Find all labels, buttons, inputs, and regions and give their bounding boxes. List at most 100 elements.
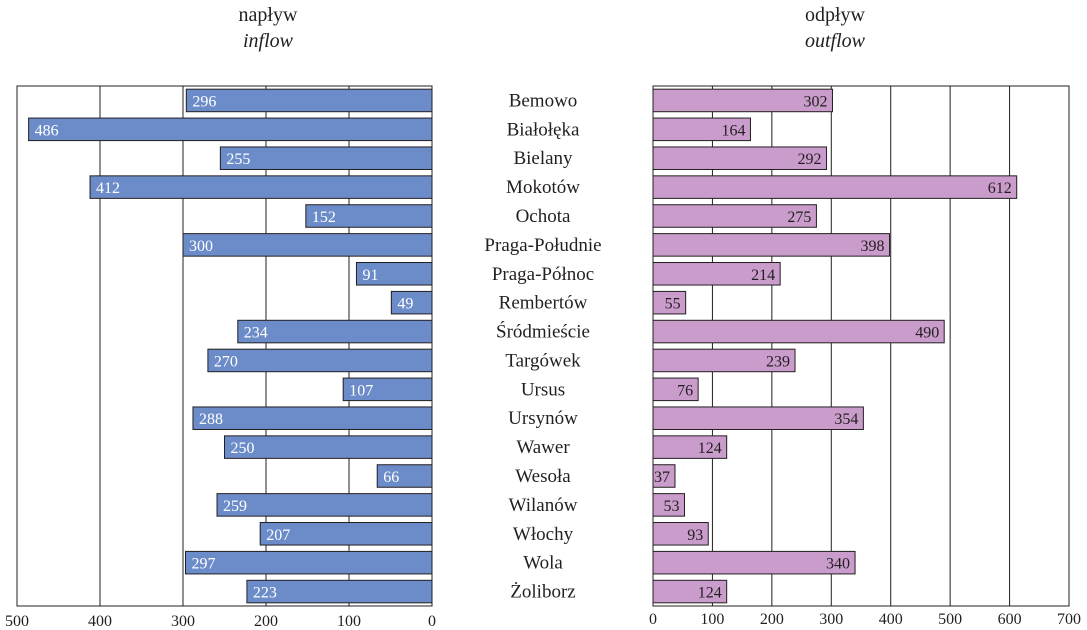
inflow-bar-ochota — [305, 204, 433, 228]
inflow-plot-frame — [16, 85, 433, 607]
inflow-value-label: 259 — [223, 498, 247, 515]
outflow-value-label: 93 — [687, 527, 703, 544]
inflow-value-label: 152 — [312, 209, 336, 226]
outflow-bar-wawer — [652, 435, 728, 459]
outflow-value-label: 490 — [915, 325, 939, 342]
inflow-value-label: 207 — [266, 527, 290, 544]
outflow-bar-rembertow — [652, 290, 687, 315]
district-label-ursynow: Ursynów — [508, 408, 578, 429]
outflow-value-label: 76 — [677, 382, 693, 399]
inflow-value-label: 49 — [397, 296, 413, 313]
district-label-wilanow: Wilanów — [509, 495, 578, 516]
inflow-value-label: 270 — [214, 353, 238, 370]
outflow-bar-ochota — [652, 204, 817, 228]
outflow-value-label: 214 — [751, 267, 775, 284]
inflow-value-label: 412 — [96, 180, 120, 197]
outflow-value-label: 292 — [798, 151, 822, 168]
outflow-value-label: 124 — [698, 585, 722, 602]
inflow-bar-zoliborz — [246, 579, 433, 604]
district-label-bemowo: Bemowo — [509, 90, 578, 111]
inflow-value-label: 250 — [231, 440, 255, 457]
district-label-wlochy: Włochy — [513, 524, 574, 545]
outflow-bar-bialoleka — [652, 117, 751, 142]
inflow-bar-ursynow — [192, 406, 433, 430]
district-labels: Bemowo Białołęka Bielany Mokotów Ochota Praga… — [484, 90, 601, 602]
inflow-bar-wilanow — [216, 493, 433, 517]
district-label-wola: Wola — [523, 553, 563, 574]
inflow-tick-label: 500 — [5, 613, 29, 630]
inflow-bar-bialoleka — [28, 117, 433, 142]
district-label-rembertow: Rembertów — [499, 293, 588, 314]
outflow-tick-label: 100 — [700, 611, 724, 628]
district-label-srodmiescie: Śródmieście — [496, 321, 590, 343]
inflow-tick-label: 400 — [88, 613, 112, 630]
inflow-tick-label: 0 — [428, 613, 436, 630]
inflow-bar-srodmiescie — [237, 319, 433, 344]
inflow-tick-label: 100 — [337, 613, 361, 630]
district-label-praga-polnoc: Praga-Północ — [492, 264, 594, 285]
outflow-bar-ursus — [652, 377, 699, 402]
district-label-ursus: Ursus — [521, 379, 565, 400]
outflow-tick-label: 300 — [819, 611, 843, 628]
inflow-value-label: 107 — [349, 382, 373, 399]
outflow-value-label: 398 — [861, 238, 885, 255]
outflow-value-label: 53 — [663, 498, 679, 515]
outflow-tick-label: 400 — [879, 611, 903, 628]
inflow-bar-wlochy — [259, 522, 433, 546]
outflow-tick-label: 500 — [938, 611, 962, 628]
outflow-bar-praga-poludnie — [652, 233, 891, 257]
outflow-plot-frame — [652, 85, 1070, 607]
outflow-bar-wesola — [652, 464, 676, 488]
district-label-ochota: Ochota — [516, 206, 571, 227]
outflow-value-label: 612 — [988, 180, 1012, 197]
outflow-bar-zoliborz — [652, 579, 728, 604]
district-label-bialoleka: Białołęka — [507, 119, 580, 140]
outflow-tick-label: 200 — [760, 611, 784, 628]
inflow-bar-wola — [184, 550, 433, 575]
outflow-title-en: outflow — [804, 30, 865, 52]
outflow-value-label: 164 — [721, 122, 745, 139]
outflow-tick-label: 700 — [1057, 611, 1081, 628]
inflow-bar-wesola — [376, 464, 433, 488]
inflow-tick-label: 200 — [254, 613, 278, 630]
district-label-zoliborz: Żoliborz — [510, 582, 575, 603]
inflow-title-pl: napływ — [238, 4, 298, 26]
outflow-title: odpływ outflow — [685, 2, 985, 54]
inflow-value-label: 288 — [199, 411, 223, 428]
inflow-value-label: 255 — [226, 151, 250, 168]
inflow-bar-bemowo — [185, 88, 433, 113]
district-label-wawer: Wawer — [516, 437, 570, 458]
outflow-value-label: 55 — [665, 296, 681, 313]
inflow-bar-praga-polnoc — [355, 262, 433, 286]
outflow-bar-targowek — [652, 348, 796, 373]
outflow-value-label: 239 — [766, 353, 790, 370]
inflow-title: napływ inflow — [118, 2, 418, 54]
outflow-bar-mokotow — [652, 175, 1018, 199]
outflow-chart: 0 100 200 300 400 500 600 700 302 164 292 612 275 398… — [649, 85, 1081, 628]
outflow-bar-ursynow — [652, 406, 864, 430]
outflow-bar-srodmiescie — [652, 319, 945, 344]
inflow-value-label: 300 — [189, 238, 213, 255]
inflow-value-label: 486 — [35, 122, 59, 139]
district-label-bielany: Bielany — [513, 148, 573, 169]
inflow-value-label: 297 — [191, 556, 215, 573]
district-label-mokotow: Mokotów — [506, 177, 580, 198]
inflow-bar-rembertow — [390, 290, 433, 315]
outflow-bar-praga-polnoc — [652, 262, 781, 286]
inflow-bar-wawer — [224, 435, 433, 459]
inflow-bar-mokotow — [89, 175, 433, 199]
outflow-value-label: 340 — [826, 556, 850, 573]
inflow-value-label: 296 — [192, 93, 216, 110]
outflow-bar-wlochy — [652, 522, 709, 546]
outflow-bar-wola — [652, 550, 856, 575]
inflow-chart: 500 400 300 200 100 0 296 486 255 412 152 300 91 49 23… — [5, 85, 436, 630]
inflow-bar-targowek — [207, 348, 433, 373]
inflow-value-label: 66 — [383, 469, 399, 486]
inflow-value-label: 91 — [362, 267, 378, 284]
district-label-targowek: Targówek — [505, 350, 581, 371]
outflow-bar-bemowo — [652, 88, 833, 113]
district-label-praga-poludnie: Praga-Południe — [484, 235, 601, 256]
outflow-tick-label: 600 — [998, 611, 1022, 628]
outflow-value-label: 124 — [698, 440, 722, 457]
